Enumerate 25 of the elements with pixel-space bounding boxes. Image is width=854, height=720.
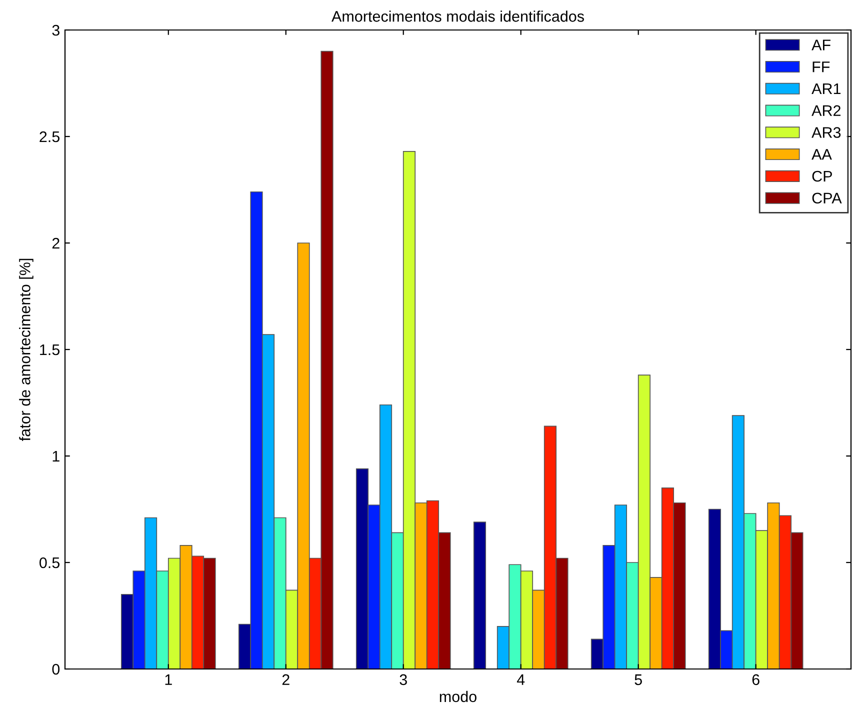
x-axis-title: modo <box>440 690 476 702</box>
chart-title: Amortecimentos modais identificados <box>332 10 584 22</box>
y-tick-label: 2 <box>52 238 60 249</box>
x-tick-label: 6 <box>752 674 760 686</box>
x-tick-label: 5 <box>634 674 642 686</box>
y-tick-label: 1 <box>52 451 60 462</box>
x-tick-label: 2 <box>282 674 290 685</box>
x-tick-label: 4 <box>516 674 525 685</box>
x-tick-label: 1 <box>165 674 172 685</box>
y-tick-label: 3 <box>52 24 60 36</box>
y-tick-label: 1.5 <box>40 344 60 356</box>
legend-label: AR2 <box>812 105 840 116</box>
y-axis-title: fator de amortecimento [%] <box>19 258 34 441</box>
bar <box>473 522 486 669</box>
y-tick-label: 2.5 <box>40 131 60 142</box>
y-tick-label: 0 <box>52 664 60 675</box>
legend-label: FF <box>812 62 830 72</box>
x-tick-label: 3 <box>400 674 407 686</box>
legend-label: AR3 <box>812 127 841 138</box>
legend-label: CP <box>812 170 832 182</box>
legend-label: AF <box>812 40 830 50</box>
legend-label: AR1 <box>812 83 841 94</box>
y-tick-label: 0.5 <box>40 557 60 568</box>
legend-label: CPA <box>812 192 842 204</box>
legend-label: AA <box>812 149 832 160</box>
